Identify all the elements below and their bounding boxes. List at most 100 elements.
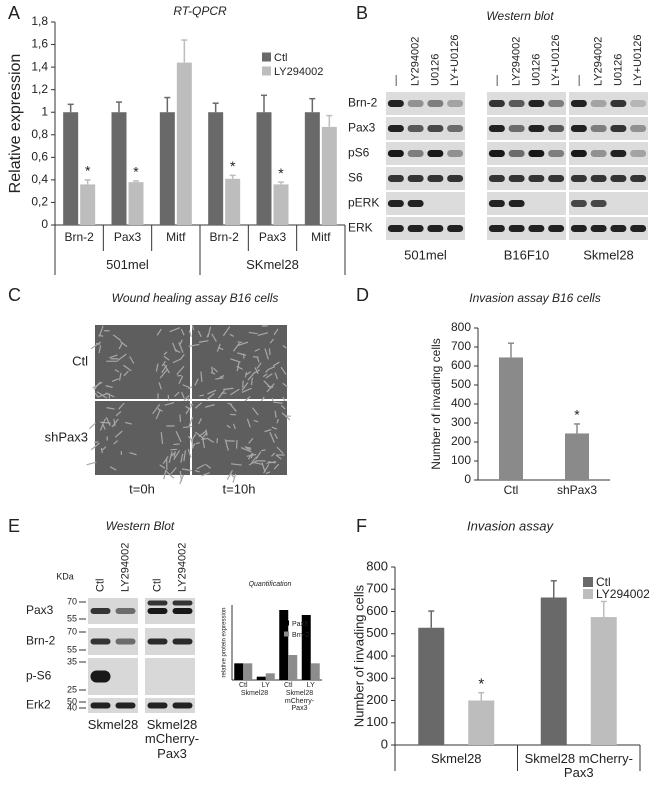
cell [188, 343, 200, 348]
bar [310, 663, 320, 680]
cell [201, 472, 210, 477]
legend-label: LY294002 [274, 66, 323, 78]
cell [175, 430, 182, 443]
band [427, 225, 444, 232]
band [387, 175, 404, 182]
bar [304, 112, 320, 225]
band [172, 608, 193, 614]
lane-label: LY294002 [119, 543, 131, 592]
bar [128, 182, 144, 225]
cell [163, 351, 168, 356]
panel-letter: E [8, 516, 20, 536]
bar [418, 627, 445, 745]
cell [255, 451, 262, 460]
cell [252, 407, 259, 416]
cell [119, 341, 128, 348]
cell [118, 402, 125, 410]
cell [232, 342, 240, 352]
blot-strip [386, 92, 465, 115]
cell [219, 374, 225, 378]
cell [226, 470, 233, 480]
cell [254, 348, 260, 352]
cell [229, 333, 235, 337]
cell [282, 382, 288, 388]
cell [187, 386, 193, 390]
cell [173, 450, 181, 460]
cell [102, 418, 107, 425]
cell [178, 342, 184, 353]
significance-marker: * [133, 164, 139, 180]
cell [115, 411, 122, 417]
cell [236, 361, 240, 372]
cell [86, 461, 97, 466]
bar [63, 112, 79, 225]
marker-label: 55 [67, 613, 77, 623]
cell [123, 370, 129, 377]
legend-swatch [262, 52, 271, 62]
band [427, 150, 444, 157]
cell-line-label: 501mel [404, 247, 447, 262]
micrograph [95, 401, 190, 475]
band [570, 100, 587, 107]
protein-label: pERK [348, 196, 379, 210]
bar [176, 62, 192, 225]
cell [248, 460, 257, 466]
protein-label: Erk2 [26, 698, 51, 712]
legend-swatch [284, 620, 289, 626]
lane-label: — [491, 75, 503, 86]
cell [94, 441, 99, 444]
cell [183, 450, 187, 462]
band [90, 608, 111, 614]
cell [187, 448, 192, 458]
timepoint-label: t=0h [129, 481, 155, 496]
band [90, 638, 111, 645]
lane-label: U0126 [429, 54, 441, 86]
band [147, 608, 168, 614]
cell [205, 429, 208, 436]
band [548, 125, 565, 132]
cell [172, 358, 182, 364]
marker-label: 50 [67, 696, 77, 706]
protein-label: S6 [348, 171, 363, 185]
band [630, 150, 647, 157]
marker-label: 70 [67, 596, 77, 606]
blot-strip [569, 192, 648, 215]
cell [246, 453, 257, 457]
band [570, 200, 587, 207]
chart-title: Invasion assay [467, 518, 554, 533]
cell [215, 377, 224, 380]
band [447, 150, 464, 157]
cell [155, 363, 159, 372]
cell [276, 446, 284, 454]
band [610, 100, 627, 107]
band [590, 200, 607, 207]
cell [197, 330, 202, 338]
y-tick-label: 0,6 [31, 150, 48, 164]
cell [224, 439, 229, 451]
bar [256, 112, 272, 225]
band [447, 125, 464, 132]
cell [114, 369, 120, 373]
cell [232, 423, 236, 430]
band [90, 702, 111, 709]
cell [266, 461, 277, 464]
band [508, 175, 525, 182]
cell [112, 334, 122, 341]
band [488, 125, 505, 132]
blot-strip [569, 92, 648, 115]
cell [262, 373, 268, 378]
cell [280, 404, 286, 410]
panel-letter: B [356, 3, 368, 23]
cell [274, 372, 278, 380]
band [387, 125, 404, 132]
cell [274, 410, 277, 418]
band [488, 100, 505, 107]
cell [272, 361, 280, 367]
legend-label: Pax3 [292, 621, 308, 628]
cell [270, 452, 276, 457]
lane-label: Ctl [151, 579, 163, 592]
band [147, 600, 168, 606]
blot-strip [145, 658, 195, 695]
cell [181, 391, 185, 399]
